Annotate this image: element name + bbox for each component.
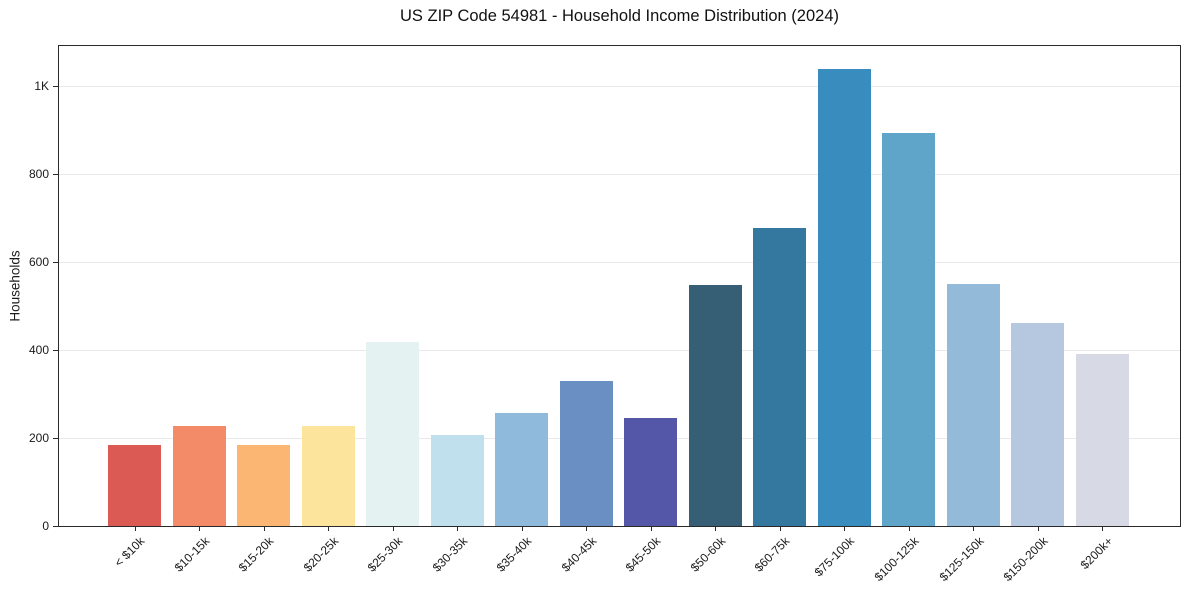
- y-tick-label: 200: [28, 430, 49, 445]
- gridline: [59, 349, 1180, 351]
- x-tick-label: $50-60k: [687, 534, 729, 575]
- bar: [108, 445, 161, 526]
- bar: [688, 284, 742, 526]
- y-tick-label: 0: [42, 519, 49, 533]
- y-tick-mark: [53, 349, 58, 351]
- x-tick-mark: [844, 527, 846, 531]
- x-tick-mark: [392, 527, 394, 531]
- y-tick-mark: [53, 437, 58, 439]
- gridline: [59, 85, 1180, 87]
- bar: [1011, 322, 1065, 526]
- x-tick-label: $125-150k: [936, 534, 987, 585]
- bar: [817, 68, 871, 526]
- y-tick-label: 1K: [34, 78, 49, 93]
- x-tick-label: $30-35k: [429, 534, 471, 575]
- bar: [946, 283, 1000, 526]
- x-tick-mark: [134, 527, 136, 531]
- x-tick-mark: [779, 527, 781, 531]
- y-tick-mark: [53, 85, 58, 87]
- x-tick-mark: [908, 527, 910, 531]
- bar: [624, 418, 678, 526]
- x-tick-mark: [1102, 527, 1104, 531]
- bar: [237, 445, 291, 526]
- bar: [172, 425, 226, 526]
- bar: [495, 412, 549, 526]
- chart-title: US ZIP Code 54981 - Household Income Dis…: [399, 7, 839, 25]
- x-tick-label: $25-30k: [364, 534, 406, 575]
- x-tick-mark: [199, 527, 201, 531]
- y-tick-label: 400: [28, 342, 49, 357]
- gridline: [59, 437, 1180, 439]
- x-tick-mark: [715, 527, 717, 531]
- bar: [301, 426, 355, 526]
- x-tick-label: $200k+: [1077, 534, 1116, 572]
- x-tick-mark: [586, 527, 588, 531]
- x-tick-label: < $10k: [111, 534, 148, 570]
- x-tick-label: $40-45k: [558, 534, 600, 575]
- x-tick-mark: [263, 527, 265, 531]
- x-tick-mark: [650, 527, 652, 531]
- x-tick-label: $150-200k: [1000, 534, 1051, 585]
- bar: [1075, 354, 1129, 526]
- y-tick-label: 800: [28, 166, 49, 181]
- x-tick-label: $15-20k: [235, 534, 277, 575]
- x-tick-label: $35-40k: [494, 534, 535, 575]
- y-tick-label: 600: [28, 254, 49, 269]
- bar: [366, 341, 420, 526]
- x-tick-mark: [1037, 527, 1039, 531]
- x-tick-label: $60-75k: [752, 534, 793, 575]
- x-tick-mark: [973, 527, 975, 531]
- y-tick-mark: [53, 261, 58, 263]
- x-tick-mark: [521, 527, 523, 531]
- bar: [753, 228, 807, 526]
- gridline: [59, 173, 1180, 175]
- x-tick-label: $100-125k: [871, 534, 922, 585]
- x-tick-label: $20-25k: [300, 534, 341, 575]
- bar: [882, 133, 936, 526]
- x-tick-mark: [457, 527, 459, 531]
- x-tick-label: $45-50k: [623, 534, 664, 575]
- plot-area: [58, 45, 1181, 527]
- y-tick-mark: [53, 173, 58, 175]
- bar: [430, 434, 484, 526]
- gridline: [59, 261, 1180, 263]
- x-tick-label: $75-100k: [811, 534, 858, 580]
- x-tick-label: $10-15k: [171, 534, 212, 575]
- y-tick-mark: [53, 526, 58, 527]
- bar: [559, 380, 613, 526]
- x-tick-mark: [328, 527, 330, 531]
